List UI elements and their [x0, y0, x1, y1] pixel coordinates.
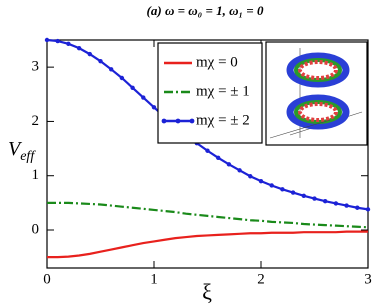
- point: [66, 41, 71, 46]
- point: [269, 183, 274, 188]
- point: [55, 38, 60, 44]
- y-tick-label: 2: [32, 113, 40, 129]
- point: [109, 67, 114, 72]
- point: [76, 45, 82, 51]
- point: [333, 201, 339, 206]
- point: [312, 196, 317, 201]
- point: [205, 148, 210, 153]
- point: [248, 174, 253, 179]
- legend-label: mχ = 0: [196, 54, 238, 70]
- y-label-main: V: [8, 138, 23, 160]
- legend-label: mχ = ± 1: [196, 83, 250, 99]
- y-tick-label: 3: [32, 59, 40, 75]
- point: [130, 85, 135, 90]
- plot-area: 0 1 2 3 0 1 2 3: [32, 37, 372, 287]
- y-tick-label: 1: [32, 167, 40, 183]
- point: [344, 203, 349, 208]
- point: [44, 37, 50, 43]
- point: [98, 58, 103, 64]
- point: [290, 190, 296, 195]
- point: [237, 168, 242, 173]
- point: [365, 207, 371, 212]
- series-line: [47, 230, 368, 259]
- point: [280, 187, 285, 192]
- y-label: Veff: [8, 138, 36, 165]
- chart-title: (a) ω = ω₀ = 1, ω₁ = 0: [147, 3, 264, 18]
- point: [301, 193, 306, 198]
- x-tick-label: 3: [364, 271, 372, 287]
- y-label-sub: eff: [20, 149, 36, 164]
- x-tick-label: 0: [43, 271, 51, 287]
- plot-frame: [46, 39, 369, 269]
- y-tick-label: 0: [32, 221, 40, 237]
- point: [141, 95, 146, 100]
- legend-swatch-marker: [189, 118, 195, 124]
- series-line: [47, 201, 369, 229]
- legend-label: mχ = ± 2: [196, 112, 250, 128]
- point: [355, 205, 360, 210]
- point: [323, 199, 328, 204]
- legend-swatch-marker: [175, 118, 181, 124]
- x-label: ξ: [202, 279, 212, 304]
- x-tick-label: 1: [150, 271, 158, 287]
- point: [87, 51, 93, 57]
- point: [151, 105, 157, 110]
- inset-illustration: [265, 41, 368, 146]
- legend-swatch-marker: [161, 118, 167, 124]
- point: [258, 178, 264, 184]
- legend: mχ = 0 mχ = ± 1 mχ = ± 2: [157, 42, 263, 144]
- point: [119, 75, 125, 81]
- point: [216, 155, 221, 160]
- point: [226, 162, 232, 167]
- x-tick-label: 2: [257, 271, 265, 287]
